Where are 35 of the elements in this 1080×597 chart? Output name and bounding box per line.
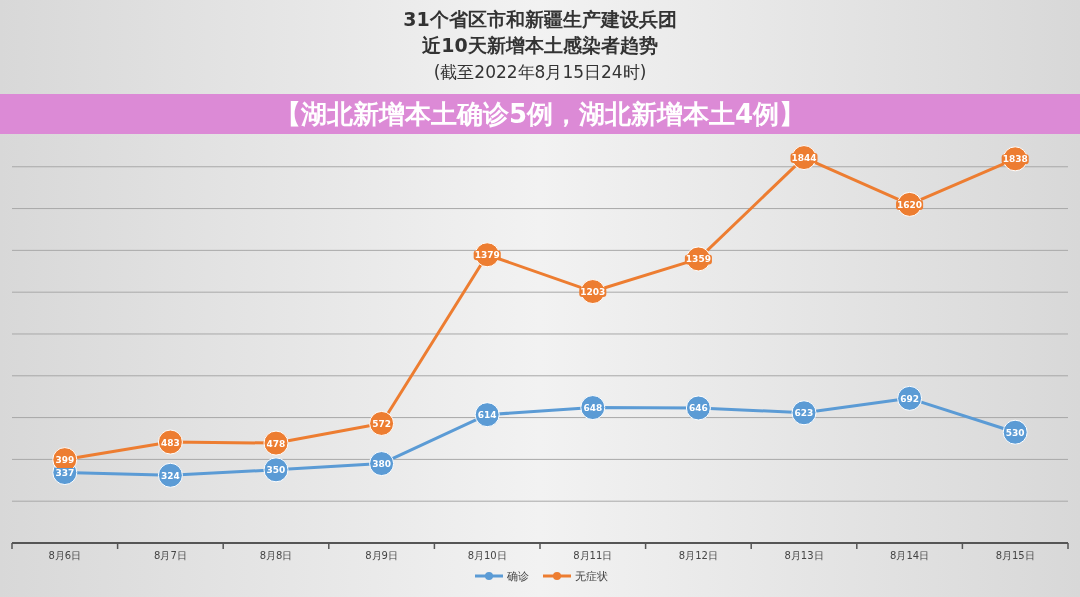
x-tick-label: 8月8日 <box>259 550 293 561</box>
chart-subtitle: (截至2022年8月15日24时) <box>433 62 647 82</box>
data-label: 380 <box>372 459 391 470</box>
data-label: 483 <box>161 437 180 448</box>
chart-title: 31个省区市和新疆生产建设兵团近10天新增本土感染者趋势 <box>403 8 677 56</box>
x-tick-label: 8月7日 <box>154 550 187 561</box>
data-label: 614 <box>477 410 497 421</box>
legend-label: 确诊 <box>506 570 529 583</box>
data-label: 646 <box>689 403 708 414</box>
x-tick-label: 8月9日 <box>365 550 398 561</box>
data-label: 478 <box>266 438 286 449</box>
data-label: 399 <box>55 455 75 466</box>
x-tick-label: 8月12日 <box>678 550 718 561</box>
x-tick-label: 8月11日 <box>573 550 613 561</box>
data-label: 337 <box>55 468 75 479</box>
x-tick-label: 8月15日 <box>995 550 1035 561</box>
data-label: 324 <box>161 470 180 481</box>
x-tick-label: 8月10日 <box>467 550 507 561</box>
data-label: 1359 <box>685 254 711 265</box>
data-label: 1379 <box>474 250 500 261</box>
data-label: 692 <box>900 393 919 404</box>
data-label: 1203 <box>580 287 606 298</box>
data-label: 1838 <box>1002 154 1028 165</box>
text: 【湖北新增本土确诊5例，湖北新增本土4例】 <box>274 99 806 129</box>
x-tick-label: 8月14日 <box>890 550 930 561</box>
data-label: 530 <box>1005 427 1025 438</box>
data-label: 572 <box>372 418 391 429</box>
data-label: 648 <box>583 403 603 414</box>
x-tick-label: 8月6日 <box>48 550 82 561</box>
data-label: 350 <box>266 465 286 476</box>
legend-label: 无症状 <box>575 570 608 583</box>
x-tick-label: 8月13日 <box>784 550 824 561</box>
data-label: 623 <box>794 408 814 419</box>
data-label: 1620 <box>897 199 923 210</box>
data-label: 1844 <box>791 153 817 164</box>
